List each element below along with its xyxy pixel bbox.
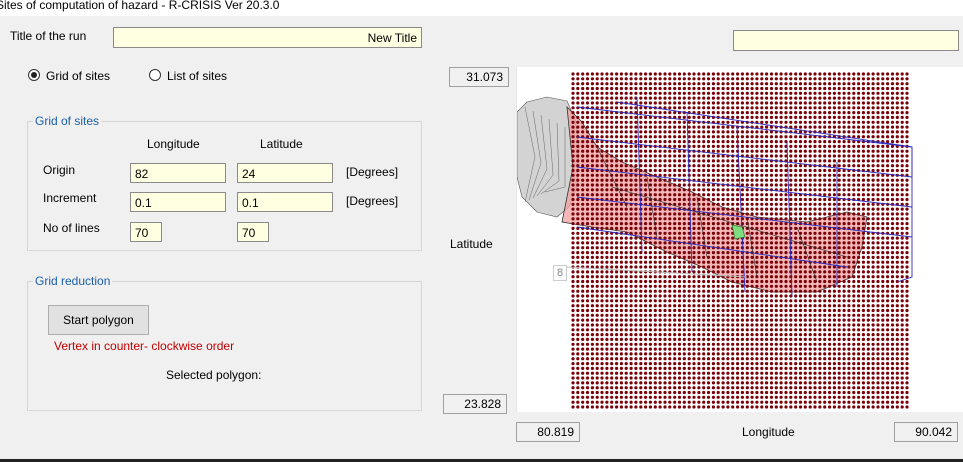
boundary-lines-layer: [576, 96, 913, 298]
run-title-secondary-field[interactable]: [733, 30, 959, 51]
neighbor-district-line: [524, 106, 536, 203]
boundary-line: [686, 111, 693, 273]
boundary-line: [576, 226, 848, 268]
origin-latitude-input[interactable]: 24: [237, 163, 333, 183]
window-titlebar: Sites of computation of hazard - R-CRISI…: [0, 0, 963, 16]
grid-of-sites-group: [27, 121, 422, 251]
run-title-label: Title of the run: [10, 29, 87, 43]
window-bottom-edge: [0, 459, 963, 462]
grid-reduction-group: [27, 281, 422, 411]
district-line: [696, 196, 708, 258]
highlight-polygon: [731, 224, 746, 240]
increment-latitude-input[interactable]: 0.1: [237, 192, 333, 212]
boundary-line: [636, 96, 643, 253]
grey-guide-line: [566, 266, 748, 278]
boundary-line: [616, 101, 913, 148]
latitude-max-readout: 31.073: [449, 67, 509, 87]
longitude-axis-label: Longitude: [742, 425, 795, 439]
neighbor-district-line: [532, 114, 548, 199]
site-grid-map[interactable]: [516, 67, 963, 412]
longitude-column-header: Longitude: [147, 137, 200, 151]
map-overlay-text: 8: [556, 267, 564, 279]
grid-of-sites-radio-label[interactable]: Grid of sites: [46, 69, 111, 83]
origin-longitude-input[interactable]: 82: [130, 163, 226, 183]
lines-latitude-input[interactable]: 70: [237, 222, 269, 242]
district-line: [746, 216, 758, 278]
site-grid-dots: [571, 72, 909, 409]
neighbor-region-layer: [516, 96, 580, 218]
increment-longitude-input[interactable]: 0.1: [130, 192, 226, 212]
start-polygon-button[interactable]: Start polygon: [48, 305, 149, 335]
lines-longitude-input[interactable]: 70: [130, 222, 162, 242]
run-title-input[interactable]: New Title: [113, 27, 422, 48]
boundary-line: [576, 136, 913, 178]
neighbor-district-line: [544, 127, 566, 193]
map-panel[interactable]: [516, 67, 963, 412]
list-of-sites-radio-label[interactable]: List of sites: [167, 69, 228, 83]
district-line: [611, 186, 848, 258]
grid-of-sites-legend: Grid of sites: [33, 114, 102, 128]
list-of-sites-radio[interactable]: [149, 69, 161, 81]
grid-of-sites-radio[interactable]: [28, 69, 40, 81]
latitude-min-readout: 23.828: [443, 394, 507, 414]
district-line: [796, 226, 818, 283]
window-title: Sites of computation of hazard - R-CRISI…: [0, 0, 280, 12]
boundary-line: [786, 141, 793, 298]
boundary-line: [576, 196, 913, 238]
increment-label: Increment: [43, 191, 97, 205]
longitude-min-readout: 80.819: [516, 422, 580, 442]
boundary-line: [576, 166, 913, 208]
origin-label: Origin: [43, 163, 76, 177]
vertex-order-note: Vertex in counter- clockwise order: [54, 339, 235, 353]
neighbor-district-line: [536, 118, 554, 197]
selected-polygon-label: Selected polygon:: [166, 368, 262, 382]
map-annotations: [566, 224, 748, 278]
map-overlay-box: 8: [553, 265, 567, 281]
district-line: [646, 176, 658, 238]
lines-label: No of lines: [43, 221, 100, 235]
grid-reduction-legend: Grid reduction: [33, 274, 113, 288]
latitude-axis-label: Latitude: [450, 237, 493, 251]
neighbor-district-line: [540, 122, 560, 195]
latitude-column-header: Latitude: [260, 137, 303, 151]
longitude-max-readout: 90.042: [894, 422, 958, 442]
neighbor-district-line: [528, 110, 542, 201]
boundary-line: [896, 147, 913, 283]
origin-unit-label: [Degrees]: [346, 165, 399, 179]
boundary-line: [736, 126, 746, 293]
district-line: [596, 146, 628, 208]
increment-unit-label: [Degrees]: [346, 194, 399, 208]
